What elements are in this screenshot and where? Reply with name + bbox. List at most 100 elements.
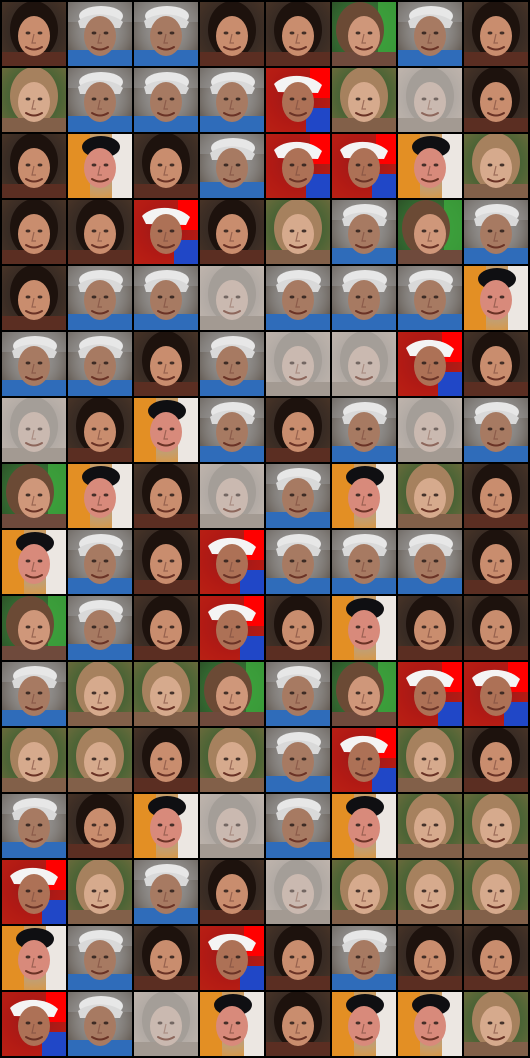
face-tile <box>68 266 132 330</box>
face-tile <box>2 200 66 264</box>
face-tile <box>332 464 396 528</box>
face-tile <box>200 398 264 462</box>
face-tile <box>266 200 330 264</box>
face-tile <box>266 992 330 1056</box>
face-tile <box>332 530 396 594</box>
face-tile <box>266 794 330 858</box>
face-tile <box>200 926 264 990</box>
face-tile <box>332 992 396 1056</box>
face-tile <box>2 266 66 330</box>
face-tile <box>266 266 330 330</box>
face-tile <box>398 134 462 198</box>
face-tile <box>2 794 66 858</box>
face-tile <box>200 794 264 858</box>
face-tile <box>464 464 528 528</box>
face-tile <box>2 68 66 132</box>
face-tile <box>2 398 66 462</box>
face-tile <box>68 200 132 264</box>
face-tile <box>200 860 264 924</box>
face-tile <box>332 728 396 792</box>
face-tile <box>398 662 462 726</box>
face-tile <box>200 134 264 198</box>
face-tile <box>464 2 528 66</box>
face-tile <box>200 992 264 1056</box>
face-tile <box>200 68 264 132</box>
face-tile <box>200 332 264 396</box>
face-tile <box>200 266 264 330</box>
face-tile <box>332 68 396 132</box>
face-tile <box>464 926 528 990</box>
face-tile <box>332 134 396 198</box>
face-tile <box>266 662 330 726</box>
face-tile <box>134 860 198 924</box>
face-tile <box>266 68 330 132</box>
face-tile <box>332 662 396 726</box>
face-tile <box>68 68 132 132</box>
face-tile <box>464 728 528 792</box>
face-tile <box>266 398 330 462</box>
face-tile <box>332 794 396 858</box>
face-tile <box>134 926 198 990</box>
face-tile <box>2 992 66 1056</box>
face-tile <box>134 398 198 462</box>
face-tile <box>68 596 132 660</box>
face-tile <box>266 728 330 792</box>
face-tile <box>68 794 132 858</box>
face-tile <box>464 332 528 396</box>
face-tile <box>332 2 396 66</box>
face-tile <box>332 596 396 660</box>
face-tile <box>134 728 198 792</box>
face-tile <box>398 530 462 594</box>
face-tile <box>398 332 462 396</box>
face-tile <box>464 992 528 1056</box>
face-tile <box>134 68 198 132</box>
face-tile <box>134 530 198 594</box>
face-tile <box>134 266 198 330</box>
face-tile <box>134 134 198 198</box>
face-tile <box>464 398 528 462</box>
face-tile <box>2 464 66 528</box>
face-tile <box>134 662 198 726</box>
face-tile <box>398 794 462 858</box>
face-tile <box>68 530 132 594</box>
face-tile <box>2 860 66 924</box>
face-tile <box>398 200 462 264</box>
face-tile <box>134 992 198 1056</box>
face-tile <box>68 860 132 924</box>
face-tile <box>332 266 396 330</box>
face-tile <box>2 530 66 594</box>
face-tile <box>68 2 132 66</box>
face-tile <box>332 332 396 396</box>
face-tile <box>134 200 198 264</box>
face-tile <box>68 464 132 528</box>
face-tile <box>332 200 396 264</box>
face-tile <box>134 596 198 660</box>
face-tile <box>200 464 264 528</box>
face-tile <box>266 860 330 924</box>
face-tile <box>266 464 330 528</box>
face-tile <box>200 728 264 792</box>
face-tile <box>68 398 132 462</box>
face-tile <box>332 398 396 462</box>
face-tile <box>68 134 132 198</box>
face-tile <box>398 2 462 66</box>
face-tile <box>68 926 132 990</box>
face-tile <box>68 728 132 792</box>
face-tile <box>464 68 528 132</box>
face-tile <box>2 596 66 660</box>
face-tile <box>266 134 330 198</box>
face-tile <box>398 266 462 330</box>
face-tile <box>464 134 528 198</box>
face-tile <box>398 398 462 462</box>
face-tile <box>2 2 66 66</box>
face-tile <box>68 992 132 1056</box>
face-tile <box>464 596 528 660</box>
face-tile <box>464 530 528 594</box>
face-tile <box>398 68 462 132</box>
face-tile <box>134 464 198 528</box>
face-tile <box>200 530 264 594</box>
face-tile <box>266 2 330 66</box>
face-tile <box>266 926 330 990</box>
